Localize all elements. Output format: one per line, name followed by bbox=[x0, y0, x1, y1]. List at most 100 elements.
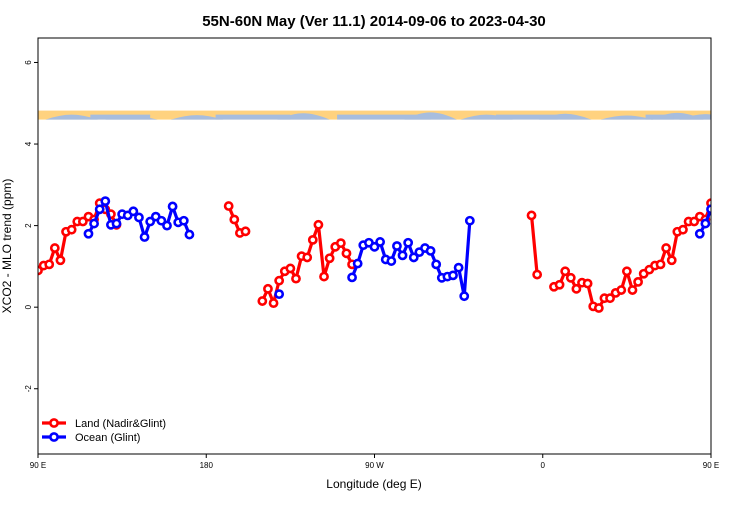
data-point bbox=[694, 228, 705, 239]
data-point bbox=[319, 271, 329, 282]
legend-label: Ocean (Glint) bbox=[75, 432, 140, 444]
data-point bbox=[713, 198, 720, 205]
data-point bbox=[100, 196, 111, 207]
data-point bbox=[184, 229, 195, 240]
series-line bbox=[698, 206, 711, 235]
data-point bbox=[240, 226, 251, 237]
series-layer bbox=[38, 196, 748, 313]
data-point bbox=[593, 303, 604, 313]
data-point bbox=[178, 215, 189, 226]
data-point bbox=[44, 259, 55, 270]
data-point bbox=[719, 211, 726, 218]
band-ocean-patch bbox=[645, 114, 674, 120]
data-point bbox=[369, 241, 380, 252]
band-ocean-patch bbox=[496, 114, 558, 120]
legend-label: Land (Nadir&Glint) bbox=[75, 418, 166, 430]
data-point bbox=[605, 293, 615, 304]
data-point bbox=[274, 275, 285, 286]
data-point bbox=[706, 204, 711, 215]
data-point bbox=[689, 216, 700, 227]
chart-title: 55N-60N May (Ver 11.1) 2014-09-06 to 202… bbox=[202, 13, 546, 30]
data-point bbox=[459, 291, 470, 302]
data-point bbox=[392, 241, 402, 251]
data-point bbox=[713, 206, 720, 213]
data-point bbox=[724, 220, 731, 227]
x-axis-label: Longitude (deg E) bbox=[326, 477, 421, 491]
data-point bbox=[431, 259, 442, 270]
data-point bbox=[700, 218, 711, 229]
band-ocean-patch bbox=[679, 114, 711, 120]
y-tick-label: -2 bbox=[24, 385, 33, 393]
data-point bbox=[313, 219, 324, 230]
data-point bbox=[307, 234, 318, 245]
series-line bbox=[529, 215, 539, 275]
data-point bbox=[741, 208, 748, 215]
y-tick-label: 4 bbox=[24, 141, 33, 146]
data-point bbox=[134, 212, 144, 223]
band-ocean-patch bbox=[215, 114, 291, 120]
data-point bbox=[128, 206, 139, 217]
data-point bbox=[666, 255, 677, 266]
axes: 90 E 180 90 W 0 90 E -2 0 2 4 6 bbox=[24, 60, 719, 470]
land-ocean-band bbox=[38, 110, 711, 120]
data-point bbox=[83, 228, 94, 239]
data-point bbox=[554, 279, 565, 290]
data-point bbox=[257, 296, 268, 306]
series-ocean bbox=[83, 196, 748, 302]
legend: Land (Nadir&Glint) Ocean (Glint) bbox=[42, 418, 166, 444]
data-point bbox=[341, 248, 352, 259]
data-point bbox=[156, 215, 167, 226]
data-point bbox=[352, 258, 363, 269]
plot-frame bbox=[37, 37, 712, 455]
data-point bbox=[274, 289, 285, 300]
data-point bbox=[347, 272, 357, 283]
data-point bbox=[263, 283, 273, 294]
data-point bbox=[89, 218, 99, 229]
y-axis-label: XCO2 - MLO trend (ppm) bbox=[0, 179, 14, 314]
data-point bbox=[66, 224, 77, 235]
data-point bbox=[464, 215, 475, 226]
data-point bbox=[678, 224, 688, 235]
data-point bbox=[453, 262, 464, 273]
data-point bbox=[633, 276, 643, 287]
legend-marker bbox=[49, 418, 59, 428]
data-point bbox=[526, 210, 537, 221]
data-point bbox=[448, 270, 458, 281]
data-point bbox=[145, 216, 156, 227]
data-point bbox=[223, 201, 234, 211]
data-point bbox=[425, 245, 436, 256]
band-ocean-patch bbox=[170, 115, 224, 120]
x-tick-label: 180 bbox=[200, 461, 214, 470]
legend-marker bbox=[49, 432, 59, 442]
y-tick-label: 2 bbox=[24, 223, 33, 228]
data-point bbox=[621, 266, 632, 277]
x-tick-label: 90 E bbox=[703, 461, 719, 470]
data-point bbox=[335, 238, 346, 249]
data-point bbox=[302, 252, 313, 263]
data-point bbox=[661, 243, 672, 253]
data-point bbox=[627, 285, 638, 295]
data-point bbox=[616, 285, 627, 295]
data-point bbox=[730, 211, 737, 218]
band-ocean-patch bbox=[600, 115, 654, 120]
data-point bbox=[560, 266, 571, 277]
data-point bbox=[403, 237, 414, 248]
data-point bbox=[582, 278, 593, 289]
y-tick-label: 6 bbox=[24, 60, 33, 65]
data-point bbox=[324, 253, 335, 264]
data-point bbox=[408, 252, 419, 263]
data-point bbox=[285, 263, 296, 274]
data-point bbox=[94, 204, 105, 215]
data-point bbox=[167, 201, 178, 212]
data-point bbox=[571, 283, 582, 294]
data-point bbox=[386, 256, 397, 266]
data-point bbox=[55, 255, 66, 266]
x-tick-label: 0 bbox=[541, 461, 546, 470]
data-point bbox=[162, 220, 172, 231]
y-tick-label: 0 bbox=[24, 304, 33, 309]
band-ocean-patch bbox=[337, 114, 431, 120]
data-point bbox=[139, 232, 150, 242]
band-ocean-patch bbox=[45, 114, 98, 120]
